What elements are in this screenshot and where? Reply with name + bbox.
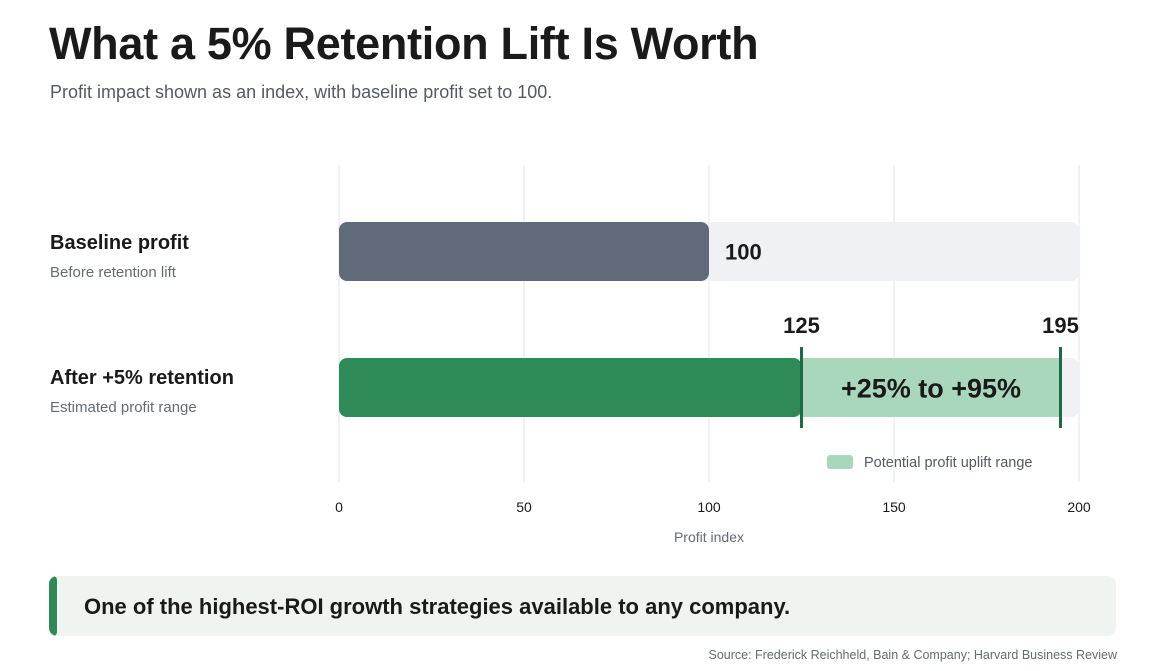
x-axis-label: Profit index [674,529,744,545]
row-description-after: Estimated profit range [50,399,197,416]
callout-accent-bar [49,576,57,636]
row-description-baseline: Before retention lift [50,264,176,281]
row-label-baseline: Baseline profit Before retention lift [50,232,189,281]
chart-title: What a 5% Retention Lift Is Worth [49,18,759,69]
value-label-low: 125 [783,313,820,338]
x-tick-label-200: 200 [1067,499,1091,515]
source-note: Source: Frederick Reichheld, Bain & Comp… [708,648,1117,662]
callout-text: One of the highest-ROI growth strategies… [84,594,791,619]
x-tick-label-0: 0 [335,499,343,515]
legend-label-uplift: Potential profit uplift range [864,455,1032,471]
bar-chart: 100 125 195 +25% to +95% Potential profit u… [335,165,1091,545]
bar-uplift-range [801,358,1061,417]
range-label: +25% to +95% [841,374,1021,404]
legend-swatch-uplift [827,455,853,469]
x-tick-label-150: 150 [882,499,906,515]
chart-subtitle: Profit impact shown as an index, with ba… [50,82,553,102]
x-tick-label-50: 50 [516,499,532,515]
x-tick-label-100: 100 [697,499,721,515]
bar-baseline [339,222,709,281]
row-name-baseline: Baseline profit [50,232,189,254]
row-name-after: After +5% retention [50,367,234,389]
value-label-high: 195 [1042,313,1079,338]
takeaway-callout: One of the highest-ROI growth strategies… [49,576,1116,636]
legend: Potential profit uplift range [827,455,1032,471]
row-label-after: After +5% retention Estimated profit ran… [50,367,234,416]
grid-lines [338,165,1080,482]
x-axis: 0 50 100 150 200 Profit index [335,499,1091,545]
bar-after-low [339,358,802,417]
value-labels: 100 125 195 +25% to +95% [725,240,1079,404]
bars [339,222,1079,428]
value-label-baseline: 100 [725,240,762,265]
